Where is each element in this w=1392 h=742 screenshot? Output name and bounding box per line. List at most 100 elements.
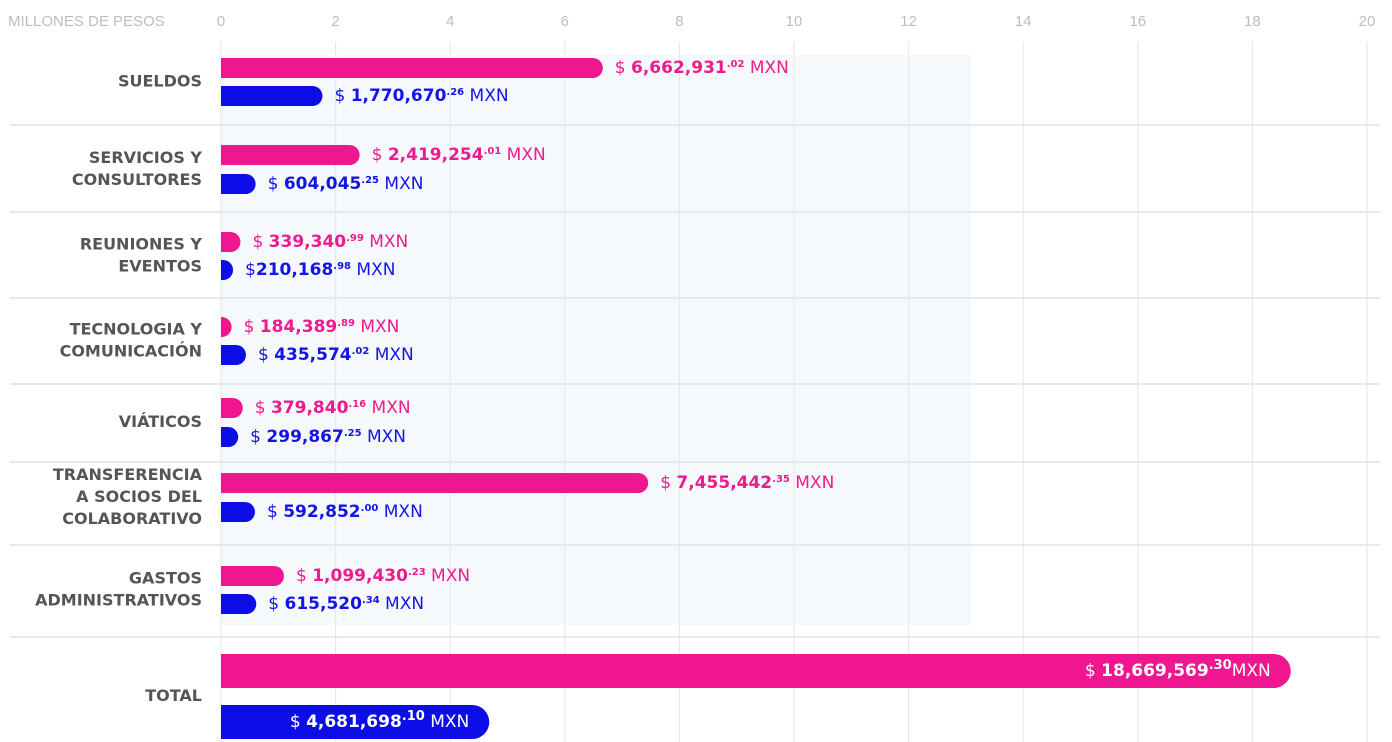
bar xyxy=(221,345,246,365)
value-label-part: $ xyxy=(372,145,388,165)
value-label-part: MXN xyxy=(426,566,470,586)
value-label-part: 435,574 xyxy=(274,345,352,365)
value-label-part: 18,669,569 xyxy=(1101,661,1209,681)
value-label: $ 1,099,430.23 MXN xyxy=(296,566,470,586)
value-label-part: MXN xyxy=(378,502,422,522)
value-label-part: .25 xyxy=(344,428,362,439)
value-label: $ 6,662,931.02 MXN xyxy=(615,58,789,78)
value-label: $ 1,770,670.26 MXN xyxy=(334,86,508,106)
value-label-part: 184,389 xyxy=(260,317,337,337)
category-label: COLABORATIVO xyxy=(62,509,202,528)
value-label-part: .02 xyxy=(352,346,370,357)
value-label-part: $ xyxy=(296,566,312,586)
bar xyxy=(221,398,243,418)
category-label: ADMINISTRATIVOS xyxy=(35,591,202,610)
value-label: $ 18,669,569.30MXN xyxy=(1085,658,1271,681)
value-label-part: MXN xyxy=(501,145,545,165)
bar xyxy=(221,566,284,586)
value-label: $ 592,852.00 MXN xyxy=(267,502,423,522)
bar xyxy=(221,427,239,447)
value-label-part: $ xyxy=(250,427,266,447)
value-label-part: MXN xyxy=(364,232,408,252)
bar xyxy=(221,473,649,493)
value-label-part: MXN xyxy=(790,473,834,493)
value-label-part: 2,419,254 xyxy=(388,145,484,165)
value-label: $ 435,574.02 MXN xyxy=(258,345,414,365)
value-label-part: .23 xyxy=(408,567,426,578)
value-label-part: 1,099,430 xyxy=(312,566,408,586)
category-label: SUELDOS xyxy=(118,72,202,91)
bar xyxy=(221,232,241,252)
value-label: $ 4,681,698.10 MXN xyxy=(290,709,469,732)
value-label-part: $ xyxy=(258,345,274,365)
value-label: $ 299,867.25 MXN xyxy=(250,427,406,447)
value-label-part: MXN xyxy=(464,86,508,106)
bar xyxy=(221,594,257,614)
x-tick-label: 2 xyxy=(331,13,339,30)
value-label-part: .00 xyxy=(361,503,379,514)
bar xyxy=(221,502,255,522)
category-label: COMUNICACIÓN xyxy=(60,342,202,361)
x-tick-label: 10 xyxy=(786,13,803,30)
value-label-part: $ xyxy=(290,712,306,732)
x-tick-label: 4 xyxy=(446,13,454,30)
plot-band xyxy=(221,55,971,625)
value-label-part: MXN xyxy=(355,317,399,337)
value-label: $ 339,340.99 MXN xyxy=(252,232,408,252)
value-label-part: 615,520 xyxy=(285,594,363,614)
category-label: A SOCIOS DEL xyxy=(76,487,202,506)
value-label-part: $ xyxy=(334,86,350,106)
x-tick-label: 14 xyxy=(1015,13,1032,30)
x-tick-label: 12 xyxy=(900,13,917,30)
category-label: REUNIONES Y xyxy=(80,235,203,254)
x-tick-label: 6 xyxy=(561,13,569,30)
value-label-part: 6,662,931 xyxy=(631,58,727,78)
value-label-part: .25 xyxy=(361,175,379,186)
category-label: TOTAL xyxy=(145,686,202,705)
value-label: $ 615,520.34 MXN xyxy=(268,594,424,614)
value-label-part: $ xyxy=(1085,661,1101,681)
value-label-part: .34 xyxy=(362,595,380,606)
value-label-part: 339,340 xyxy=(269,232,347,252)
value-label-part: .30 xyxy=(1209,658,1232,673)
x-tick-label: 16 xyxy=(1129,13,1146,30)
value-label-part: .99 xyxy=(346,233,364,244)
value-label-part: MXN xyxy=(369,345,413,365)
value-label-part: 1,770,670 xyxy=(351,86,447,106)
value-label-part: 210,168 xyxy=(256,260,333,280)
value-label-part: .01 xyxy=(484,146,502,157)
value-label-part: 7,455,442 xyxy=(676,473,772,493)
x-tick-label: 0 xyxy=(217,13,225,30)
value-label-part: 379,840 xyxy=(271,398,349,418)
separators xyxy=(10,124,1380,638)
value-label-part: .26 xyxy=(446,87,464,98)
category-label: VIÁTICOS xyxy=(119,412,202,431)
value-label-part: .35 xyxy=(772,474,790,485)
value-label-part: MXN xyxy=(379,174,423,194)
bar xyxy=(221,705,490,739)
value-label: $ 604,045.25 MXN xyxy=(268,174,424,194)
value-label: $ 184,389.89 MXN xyxy=(244,317,400,337)
bar xyxy=(221,317,232,337)
value-label-part: MXN xyxy=(425,712,469,732)
value-label-part: $ xyxy=(660,473,676,493)
value-label-part: 299,867 xyxy=(266,427,343,447)
value-label-part: .10 xyxy=(402,709,425,724)
value-label-part: $ xyxy=(244,317,260,337)
value-label-part: $ xyxy=(245,260,256,280)
value-label-part: $ xyxy=(267,502,283,522)
x-axis-label: MILLONES DE PESOS xyxy=(8,13,165,30)
value-label-part: $ xyxy=(268,174,284,194)
value-label-part: MXN xyxy=(744,58,788,78)
value-label-part: MXN xyxy=(362,427,406,447)
value-label-part: .16 xyxy=(348,399,366,410)
bar xyxy=(221,260,234,280)
value-label: $ 379,840.16 MXN xyxy=(255,398,411,418)
bar xyxy=(221,86,323,106)
value-label-part: .98 xyxy=(333,261,351,272)
x-tick-label: 20 xyxy=(1359,13,1376,30)
category-label: GASTOS xyxy=(129,569,202,588)
value-label-part: $ xyxy=(252,232,268,252)
bar xyxy=(221,145,360,165)
